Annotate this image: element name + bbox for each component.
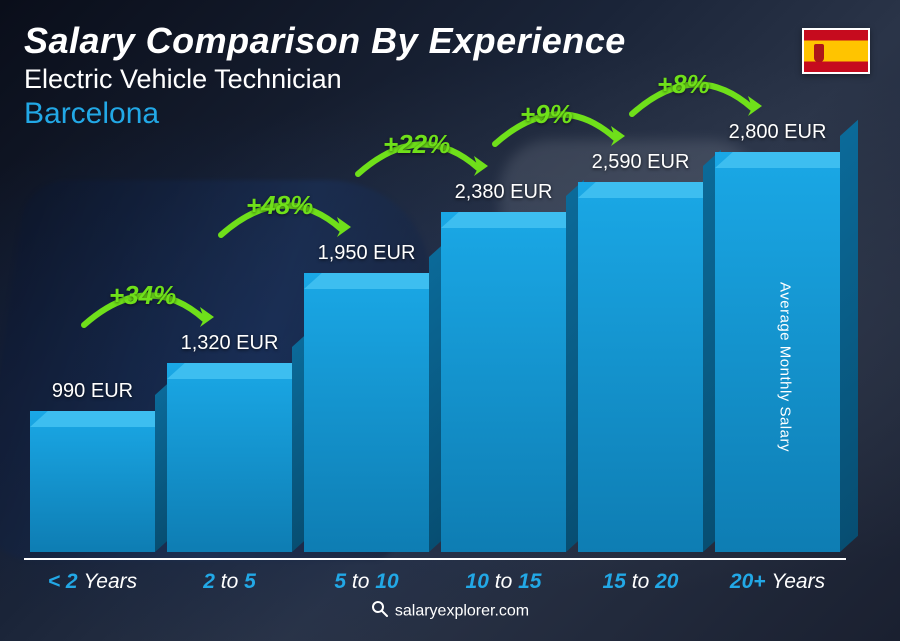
- bar: [30, 411, 155, 552]
- bar: [441, 212, 566, 552]
- value-label: 2,800 EUR: [729, 121, 827, 144]
- x-axis: < 2 Years 2 to 5 5 to 10 10 to 15 15 to 20 20…: [24, 558, 846, 594]
- value-label: 1,320 EUR: [181, 332, 279, 355]
- y-axis-label: Average Monthly Salary: [777, 282, 794, 452]
- x-axis-label: < 2 Years: [30, 570, 155, 594]
- pct-label: +8%: [657, 69, 710, 100]
- bar-slot: 990 EUR: [30, 380, 155, 552]
- value-label: 2,380 EUR: [455, 181, 553, 204]
- x-axis-label: 2 to 5: [167, 570, 292, 594]
- chart-area: 990 EUR+34%1,320 EUR+48%1,950 EUR+22%2,3…: [24, 139, 876, 594]
- value-label: 990 EUR: [52, 380, 133, 403]
- bars-group: 990 EUR+34%1,320 EUR+48%1,950 EUR+22%2,3…: [24, 112, 846, 552]
- value-label: 1,950 EUR: [318, 242, 416, 265]
- pct-label: +48%: [246, 190, 313, 221]
- logo-icon: [371, 600, 389, 623]
- chart-container: Salary Comparison By Experience Electric…: [0, 0, 900, 641]
- footer-site: salaryexplorer.com: [395, 603, 529, 620]
- x-axis-label: 10 to 15: [441, 570, 566, 594]
- flag-icon: [802, 28, 870, 74]
- bar: [167, 363, 292, 552]
- pct-label: +9%: [520, 99, 573, 130]
- value-label: 2,590 EUR: [592, 151, 690, 174]
- bar-slot: +34%1,320 EUR: [167, 332, 292, 552]
- pct-label: +34%: [109, 280, 176, 311]
- bar-slot: +9%2,590 EUR: [578, 151, 703, 552]
- x-axis-label: 20+ Years: [715, 570, 840, 594]
- chart-subtitle: Electric Vehicle Technician: [24, 64, 876, 95]
- bar-slot: +22%2,380 EUR: [441, 181, 566, 552]
- chart-title: Salary Comparison By Experience: [24, 20, 876, 62]
- bar: [304, 273, 429, 552]
- x-axis-label: 15 to 20: [578, 570, 703, 594]
- footer: salaryexplorer.com: [24, 600, 876, 623]
- x-axis-label: 5 to 10: [304, 570, 429, 594]
- pct-label: +22%: [383, 129, 450, 160]
- bar: [578, 182, 703, 552]
- bar-slot: +48%1,950 EUR: [304, 242, 429, 552]
